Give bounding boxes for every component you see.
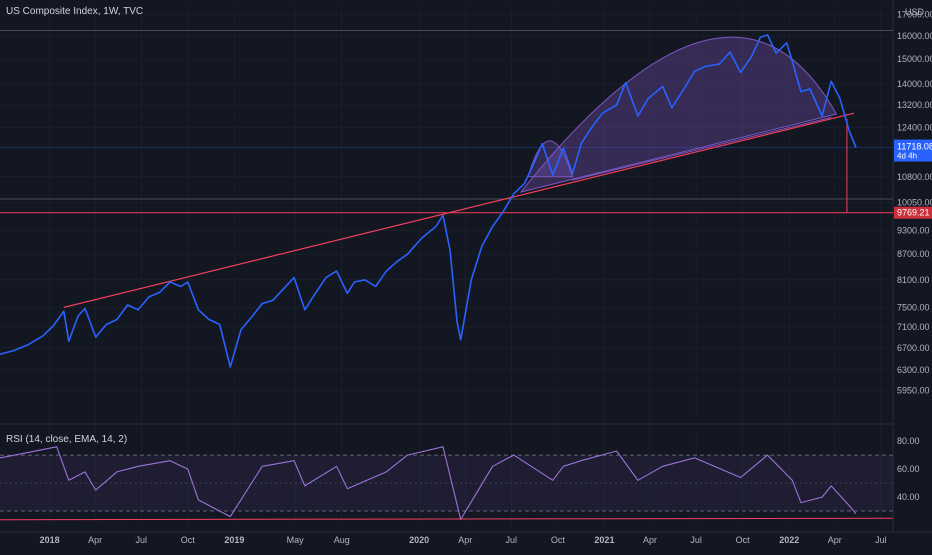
y-tick-label: 12400.00 <box>897 122 932 132</box>
y-tick-label: 9300.00 <box>897 225 930 235</box>
x-tick-label: May <box>287 535 305 545</box>
rsi-y-tick-label: 80.00 <box>897 436 920 446</box>
x-tick-label: 2021 <box>594 535 614 545</box>
last-price-label: 11718.08 <box>897 142 932 152</box>
rsi-trendline <box>0 517 894 521</box>
trendline <box>63 112 855 308</box>
x-tick-label: Jul <box>506 535 518 545</box>
y-tick-label: 13200.00 <box>897 100 932 110</box>
rsi-y-tick-label: 60.00 <box>897 464 920 474</box>
y-tick-label: 5950.00 <box>897 385 930 395</box>
currency-label: USD <box>905 7 925 17</box>
x-tick-label: Aug <box>334 535 350 545</box>
x-tick-label: Oct <box>181 535 196 545</box>
x-tick-label: 2022 <box>779 535 799 545</box>
y-tick-label: 8700.00 <box>897 249 930 259</box>
y-tick-label: 7500.00 <box>897 302 930 312</box>
rsi-y-tick-label: 40.00 <box>897 492 920 502</box>
x-tick-label: 2019 <box>224 535 244 545</box>
zone-base-line <box>572 116 832 181</box>
x-tick-label: Oct <box>551 535 566 545</box>
x-tick-label: 2018 <box>40 535 60 545</box>
y-tick-label: 15000.00 <box>897 54 932 64</box>
x-tick-label: 2020 <box>409 535 429 545</box>
rsi-label: RSI (14, close, EMA, 14, 2) <box>6 434 128 445</box>
y-tick-label: 8100.00 <box>897 275 930 285</box>
x-tick-label: Jul <box>135 535 147 545</box>
x-tick-label: Oct <box>736 535 751 545</box>
x-tick-label: Apr <box>828 535 842 545</box>
x-tick-label: Jul <box>875 535 887 545</box>
y-tick-label: 10050.00 <box>897 198 932 208</box>
y-tick-label: 16000.00 <box>897 31 932 41</box>
chart-title: US Composite Index, 1W, TVC <box>6 6 144 17</box>
y-tick-label: 6300.00 <box>897 365 930 375</box>
x-tick-label: Apr <box>458 535 472 545</box>
y-tick-label: 14000.00 <box>897 79 932 89</box>
last-price-badge <box>894 139 932 162</box>
cup-arc-shape <box>519 36 838 193</box>
price-series-line <box>0 34 857 368</box>
target-price-badge <box>894 206 932 219</box>
y-tick-label: 10800.00 <box>897 172 932 182</box>
x-tick-label: Apr <box>88 535 102 545</box>
x-tick-label: Apr <box>643 535 657 545</box>
x-tick-label: Jul <box>690 535 702 545</box>
y-tick-label: 17000.00 <box>897 9 932 19</box>
y-tick-label: 7100.00 <box>897 322 930 332</box>
last-price-countdown: 4d 4h <box>897 152 917 161</box>
rsi-series-line <box>0 446 857 520</box>
y-tick-label: 6700.00 <box>897 343 930 353</box>
target-price-label: 9769.21 <box>897 208 930 218</box>
